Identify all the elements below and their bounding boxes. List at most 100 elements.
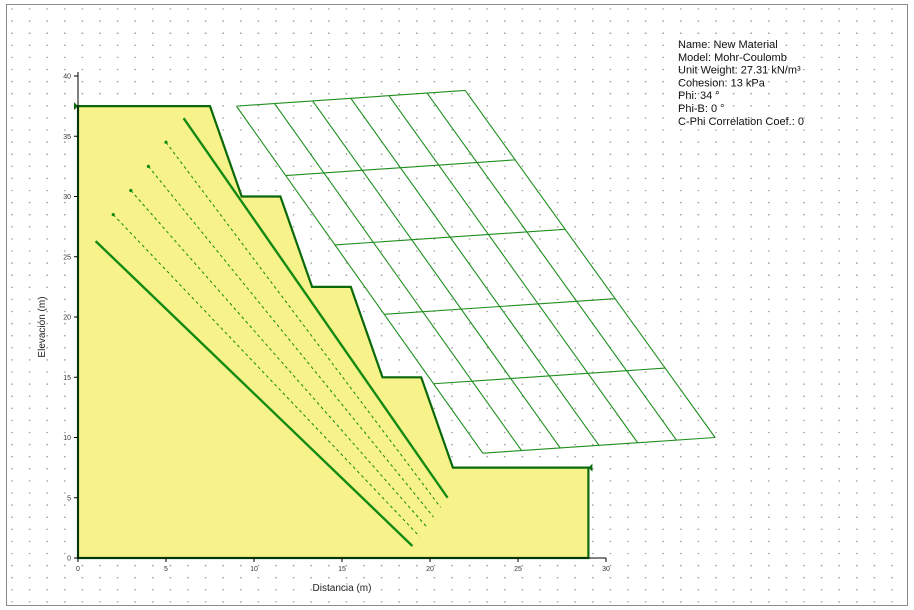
grid-dot (46, 589, 48, 591)
grid-dot (732, 480, 735, 482)
grid-dot (680, 286, 682, 289)
grid-dot (609, 455, 612, 458)
grid-dot (11, 540, 13, 543)
grid-dot (856, 80, 858, 83)
grid-dot (891, 419, 893, 422)
grid-dot (856, 407, 858, 410)
grid-dot (292, 601, 295, 603)
grid-dot (433, 322, 436, 325)
grid-dot (732, 310, 735, 313)
grid-dot (697, 20, 700, 22)
grid-dot (627, 540, 629, 543)
slip-surfaces (94, 117, 449, 547)
grid-dot (521, 455, 524, 458)
grid-dot (768, 226, 770, 228)
grid-dot (380, 201, 383, 204)
grid-dot (451, 589, 453, 591)
search-grid-column (464, 90, 716, 438)
grid-dot (697, 8, 700, 10)
grid-dot (592, 117, 594, 119)
grid-dot (732, 165, 735, 168)
grid-dot (856, 540, 858, 543)
grid-dot (152, 564, 154, 567)
grid-dot (116, 601, 119, 603)
grid-dot (820, 322, 823, 325)
grid-dot (504, 576, 506, 579)
grid-dot (891, 274, 893, 277)
grid-dot (662, 80, 664, 83)
grid-dot (662, 601, 664, 603)
grid-dot (398, 262, 401, 264)
grid-dot (328, 213, 330, 216)
grid-dot (732, 44, 735, 47)
grid-dot (680, 468, 682, 470)
grid-dot (856, 322, 858, 325)
grid-dot (539, 165, 541, 168)
grid-dot (416, 347, 418, 349)
grid-dot (627, 455, 629, 458)
grid-dot (46, 8, 48, 10)
grid-dot (328, 117, 330, 119)
grid-dot (715, 32, 717, 34)
grid-dot (627, 201, 629, 204)
grid-dot (680, 407, 682, 410)
grid-dot (328, 564, 330, 567)
grid-dot (732, 213, 735, 216)
grid-dot (275, 68, 277, 71)
grid-dot (539, 262, 541, 264)
grid-dot (345, 601, 348, 603)
grid-dot (644, 431, 647, 434)
grid-dot (451, 250, 453, 252)
grid-dot (275, 601, 277, 603)
grid-dot (732, 298, 735, 301)
grid-dot (627, 20, 629, 22)
grid-dot (152, 8, 154, 10)
grid-dot (398, 92, 401, 95)
grid-dot (11, 92, 13, 95)
grid-dot (785, 20, 788, 22)
grid-dot (768, 201, 770, 204)
grid-dot (116, 80, 119, 83)
grid-dot (556, 8, 559, 10)
grid-dot (539, 238, 541, 240)
grid-dot (715, 540, 717, 543)
grid-dot (187, 20, 189, 22)
grid-dot (345, 56, 348, 59)
grid-dot (345, 44, 348, 47)
grid-dot (310, 165, 313, 168)
grid-dot (11, 201, 13, 204)
grid-dot (820, 455, 823, 458)
grid-dot (838, 310, 840, 313)
grid-dot (64, 201, 66, 204)
grid-dot (592, 383, 594, 385)
grid-dot (680, 238, 682, 240)
grid-dot (64, 262, 66, 264)
grid-dot (222, 20, 224, 22)
grid-dot (785, 56, 788, 59)
grid-dot (539, 274, 541, 277)
grid-dot (169, 564, 172, 567)
grid-dot (680, 165, 682, 168)
grid-dot (644, 383, 647, 385)
grid-dot (715, 601, 717, 603)
grid-dot (697, 117, 700, 119)
grid-dot (64, 286, 66, 289)
grid-dot (750, 250, 752, 252)
grid-dot (275, 20, 277, 22)
grid-dot (891, 480, 893, 482)
grid-dot (292, 56, 295, 59)
search-grid-column (235, 105, 484, 454)
grid-dot (292, 177, 295, 180)
grid-dot (750, 56, 752, 59)
grid-dot (46, 153, 48, 155)
grid-dot (28, 431, 31, 434)
grid-dot (574, 419, 576, 422)
y-tick-label: 25 (63, 254, 71, 261)
legend-line: Name: New Material (678, 39, 778, 51)
y-tick-label: 40 (63, 74, 71, 81)
grid-dot (680, 601, 682, 603)
grid-dot (785, 419, 788, 422)
grid-dot (504, 68, 506, 71)
grid-dot (433, 262, 436, 264)
